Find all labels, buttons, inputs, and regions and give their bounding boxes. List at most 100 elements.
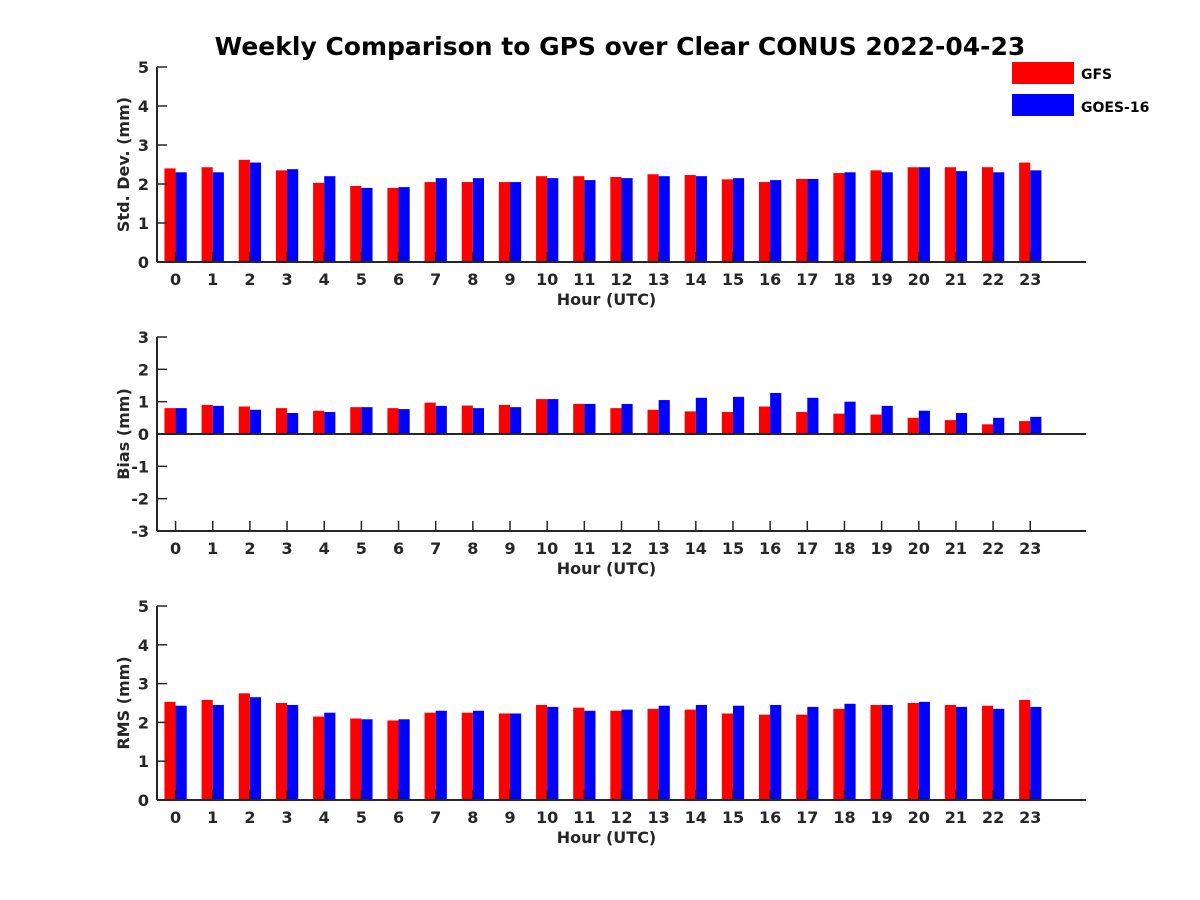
y-tick-label: 0 [138, 253, 149, 272]
bar-gfs-hour-21 [944, 704, 956, 800]
bar-gfs-hour-19 [870, 170, 882, 262]
x-tick-label: 2 [244, 270, 255, 289]
bar-goes16-hour-20 [918, 410, 930, 434]
x-tick-label: 5 [356, 539, 367, 558]
bar-goes16-hour-21 [955, 171, 968, 262]
x-tick-label: 5 [356, 270, 367, 289]
bar-gfs-hour-0 [164, 408, 176, 434]
bar-gfs-hour-14 [684, 709, 696, 800]
bar-goes16-hour-16 [770, 180, 782, 262]
bar-goes16-hour-11 [584, 180, 596, 262]
bar-gfs-hour-23 [1019, 699, 1031, 800]
bar-goes16-hour-7 [435, 710, 447, 800]
bar-goes16-hour-10 [547, 178, 559, 262]
bar-goes16-hour-14 [695, 397, 707, 434]
y-tick-label: 2 [138, 175, 149, 194]
bar-gfs-hour-4 [313, 182, 325, 262]
x-tick-label: 20 [908, 539, 930, 558]
bar-goes16-hour-9 [510, 182, 522, 262]
chart-title: Weekly Comparison to GPS over Clear CONU… [215, 32, 1026, 61]
bar-goes16-hour-16 [770, 392, 782, 434]
x-tick-label: 7 [430, 539, 441, 558]
x-tick-label: 2 [244, 808, 255, 827]
bar-gfs-hour-6 [387, 187, 399, 262]
bar-goes16-hour-2 [249, 409, 262, 434]
x-tick-label: 11 [573, 270, 595, 289]
x-tick-label: 0 [170, 270, 181, 289]
x-tick-label: 12 [610, 808, 632, 827]
bar-goes16-hour-2 [249, 162, 262, 262]
bar-goes16-hour-18 [844, 401, 856, 434]
x-tick-label: 19 [870, 539, 892, 558]
bar-gfs-hour-23 [1019, 162, 1031, 262]
bar-gfs-hour-4 [313, 716, 325, 800]
x-tick-label: 0 [170, 539, 181, 558]
bar-goes16-hour-12 [621, 709, 633, 800]
bar-gfs-hour-18 [833, 708, 845, 800]
x-tick-label: 11 [573, 539, 595, 558]
bar-goes16-hour-3 [287, 412, 299, 434]
bar-gfs-hour-22 [981, 705, 994, 800]
bar-gfs-hour-6 [387, 408, 399, 434]
y-tick-label: 2 [138, 713, 149, 732]
bar-gfs-hour-3 [275, 703, 288, 800]
bar-gfs-hour-19 [870, 414, 882, 434]
x-tick-label: 11 [573, 808, 595, 827]
bar-gfs-hour-6 [387, 720, 399, 800]
x-tick-label: 23 [1019, 539, 1041, 558]
bar-goes16-hour-12 [621, 403, 633, 434]
bar-gfs-hour-16 [758, 714, 771, 800]
x-tick-label: 14 [685, 539, 707, 558]
y-tick-label: 2 [138, 360, 149, 379]
bar-gfs-hour-2 [238, 406, 250, 434]
bar-goes16-hour-3 [287, 169, 299, 262]
bar-gfs-hour-14 [684, 175, 696, 262]
bar-gfs-hour-14 [684, 411, 696, 434]
bar-goes16-hour-1 [212, 704, 224, 800]
y-tick-label: 1 [138, 393, 149, 412]
bar-gfs-hour-12 [610, 408, 622, 434]
bar-goes16-hour-8 [472, 710, 485, 800]
bar-gfs-hour-15 [721, 179, 733, 262]
bar-gfs-hour-23 [1019, 421, 1031, 434]
x-tick-label: 8 [467, 808, 478, 827]
bar-gfs-hour-20 [907, 167, 919, 262]
bar-goes16-hour-3 [287, 704, 299, 800]
x-tick-label: 9 [504, 270, 515, 289]
bar-gfs-hour-17 [796, 412, 808, 434]
bar-goes16-hour-11 [584, 710, 596, 800]
x-tick-label: 16 [759, 270, 781, 289]
x-tick-label: 23 [1019, 270, 1041, 289]
bar-gfs-hour-9 [498, 404, 511, 434]
bar-goes16-hour-5 [361, 719, 373, 800]
bar-gfs-hour-4 [313, 410, 325, 434]
bar-goes16-hour-19 [881, 704, 893, 800]
legend-swatch-goes16 [1012, 94, 1074, 116]
x-tick-label: 3 [281, 270, 292, 289]
bar-goes16-hour-14 [695, 176, 707, 262]
x-tick-label: 6 [393, 539, 404, 558]
x-tick-label: 13 [648, 270, 670, 289]
x-tick-label: 15 [722, 539, 744, 558]
y-tick-label: -3 [131, 522, 149, 541]
bar-goes16-hour-13 [658, 705, 670, 800]
x-tick-label: 18 [833, 808, 855, 827]
x-tick-label: 20 [908, 270, 930, 289]
bar-gfs-hour-5 [350, 407, 362, 434]
bar-gfs-hour-3 [275, 408, 288, 434]
x-tick-label: 18 [833, 539, 855, 558]
bar-goes16-hour-10 [547, 399, 559, 434]
x-tick-label: 10 [536, 270, 558, 289]
x-axis-label: Hour (UTC) [557, 290, 657, 309]
bar-goes16-hour-17 [807, 706, 819, 800]
bar-goes16-hour-23 [1030, 416, 1042, 434]
bar-gfs-hour-9 [498, 182, 511, 262]
x-tick-label: 9 [504, 539, 515, 558]
y-tick-label: 1 [138, 214, 149, 233]
bar-goes16-hour-2 [249, 697, 262, 800]
bar-gfs-hour-20 [907, 417, 919, 434]
bar-goes16-hour-23 [1030, 706, 1042, 800]
bar-gfs-hour-19 [870, 704, 882, 800]
bar-gfs-hour-18 [833, 413, 845, 434]
